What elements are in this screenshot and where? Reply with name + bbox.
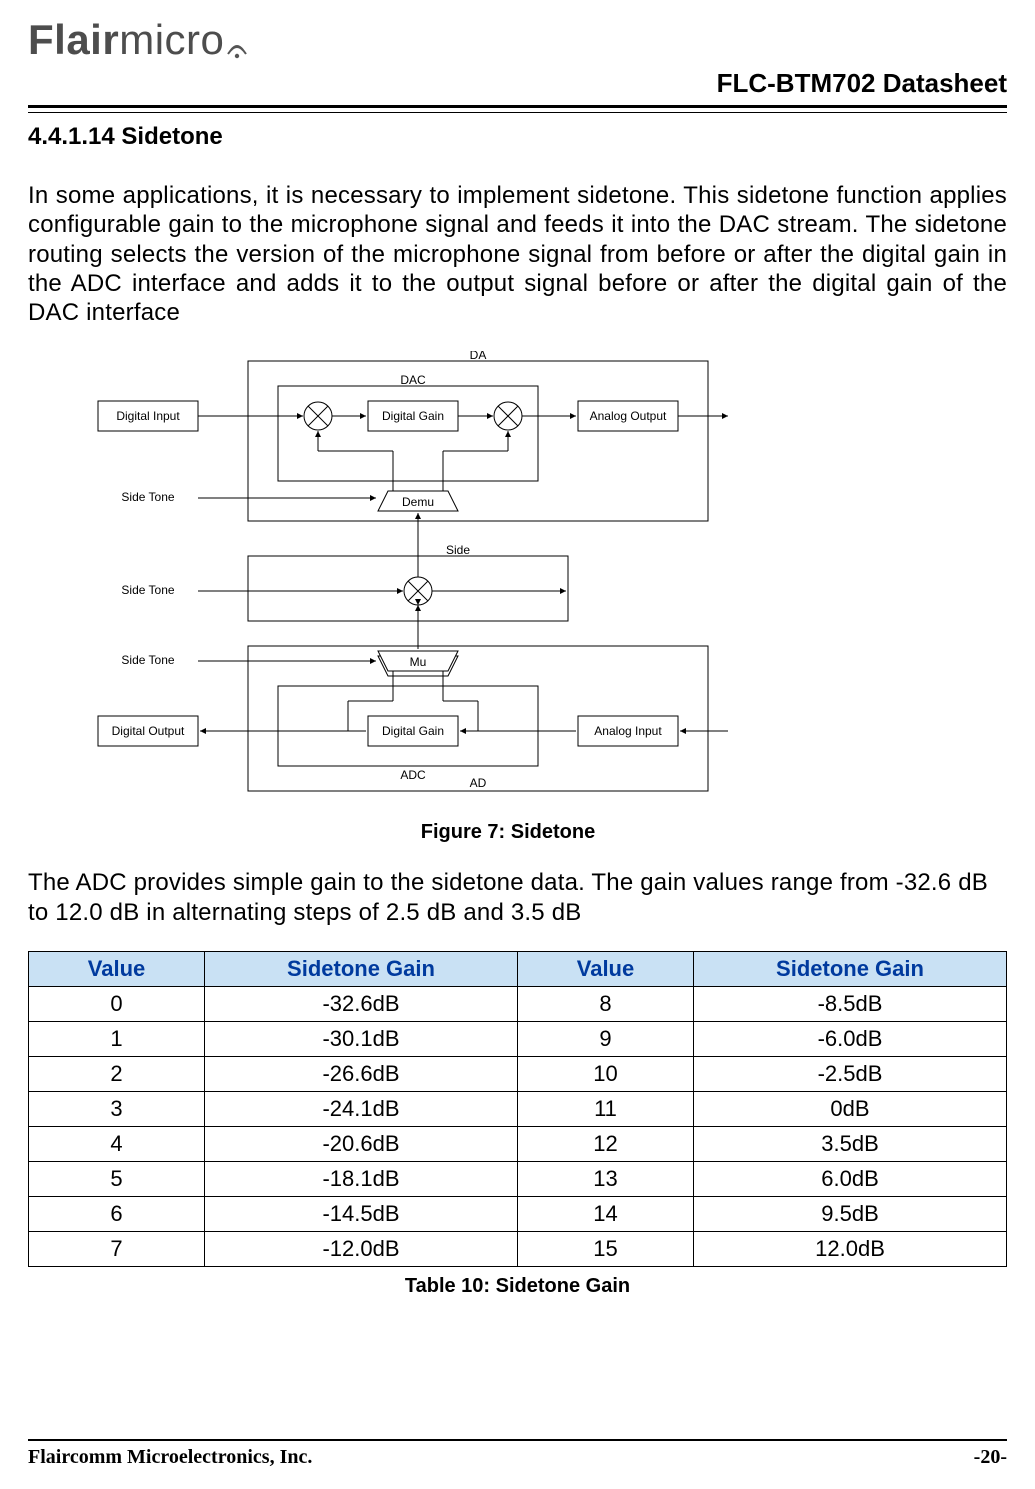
table-cell: -24.1dB bbox=[205, 1091, 518, 1126]
body-paragraph-2: The ADC provides simple gain to the side… bbox=[28, 868, 1007, 927]
svg-text:Analog Input: Analog Input bbox=[594, 724, 662, 738]
table-cell: 9.5dB bbox=[694, 1196, 1007, 1231]
section-title: Sidetone bbox=[121, 123, 222, 150]
table-header-cell: Sidetone Gain bbox=[205, 951, 518, 986]
table-caption: Table 10: Sidetone Gain bbox=[28, 1275, 1007, 1298]
table-cell: 12.0dB bbox=[694, 1231, 1007, 1266]
brand-logo: Flairmicro bbox=[28, 16, 1007, 64]
table-cell: -8.5dB bbox=[694, 986, 1007, 1021]
sidetone-diagram: DA DAC Digital Gain Analog Output Digita… bbox=[28, 351, 1007, 801]
table-cell: 12 bbox=[517, 1126, 693, 1161]
table-cell: -20.6dB bbox=[205, 1126, 518, 1161]
table-row: 5-18.1dB136.0dB bbox=[29, 1161, 1007, 1196]
svg-text:Digital Input: Digital Input bbox=[116, 409, 180, 423]
svg-text:Mu: Mu bbox=[410, 655, 427, 669]
table-cell: 11 bbox=[517, 1091, 693, 1126]
svg-text:AD: AD bbox=[470, 776, 487, 790]
table-cell: 2 bbox=[29, 1056, 205, 1091]
section-number: 4.4.1.14 bbox=[28, 123, 115, 150]
table-cell: 0dB bbox=[694, 1091, 1007, 1126]
table-cell: 1 bbox=[29, 1021, 205, 1056]
table-row: 6-14.5dB149.5dB bbox=[29, 1196, 1007, 1231]
table-row: 2-26.6dB10-2.5dB bbox=[29, 1056, 1007, 1091]
document-title: FLC-BTM702 Datasheet bbox=[717, 68, 1007, 99]
svg-text:Demu: Demu bbox=[402, 495, 434, 509]
table-cell: 13 bbox=[517, 1161, 693, 1196]
svg-text:Side Tone: Side Tone bbox=[121, 490, 174, 504]
table-cell: 15 bbox=[517, 1231, 693, 1266]
table-header-cell: Value bbox=[29, 951, 205, 986]
brand-name-light: micro bbox=[119, 16, 224, 64]
footer-left: Flaircomm Microelectronics, Inc. bbox=[28, 1446, 312, 1469]
footer-rule bbox=[28, 1439, 1007, 1441]
table-cell: -12.0dB bbox=[205, 1231, 518, 1266]
page-footer: Flaircomm Microelectronics, Inc. -20- bbox=[28, 1446, 1007, 1469]
table-cell: -6.0dB bbox=[694, 1021, 1007, 1056]
table-cell: -32.6dB bbox=[205, 986, 518, 1021]
table-header-cell: Value bbox=[517, 951, 693, 986]
table-header-row: Value Sidetone Gain Value Sidetone Gain bbox=[29, 951, 1007, 986]
table-cell: 0 bbox=[29, 986, 205, 1021]
svg-text:DA: DA bbox=[470, 351, 487, 362]
figure-caption: Figure 7: Sidetone bbox=[288, 821, 728, 844]
svg-text:Side Tone: Side Tone bbox=[121, 653, 174, 667]
table-header-cell: Sidetone Gain bbox=[694, 951, 1007, 986]
brand-logo-mark bbox=[224, 22, 250, 64]
table-cell: 6.0dB bbox=[694, 1161, 1007, 1196]
table-cell: 3 bbox=[29, 1091, 205, 1126]
table-row: 3-24.1dB110dB bbox=[29, 1091, 1007, 1126]
table-cell: -14.5dB bbox=[205, 1196, 518, 1231]
svg-text:Side: Side bbox=[446, 543, 470, 557]
svg-text:Analog Output: Analog Output bbox=[590, 409, 667, 423]
svg-text:ADC: ADC bbox=[400, 768, 426, 782]
svg-text:DAC: DAC bbox=[400, 373, 426, 387]
table-cell: 14 bbox=[517, 1196, 693, 1231]
header-rule bbox=[28, 105, 1007, 113]
brand-name-bold: Flair bbox=[28, 16, 119, 64]
table-cell: -26.6dB bbox=[205, 1056, 518, 1091]
footer-right: -20- bbox=[974, 1446, 1007, 1469]
sidetone-gain-table: Value Sidetone Gain Value Sidetone Gain … bbox=[28, 951, 1007, 1267]
table-row: 1-30.1dB9-6.0dB bbox=[29, 1021, 1007, 1056]
table-row: 4-20.6dB123.5dB bbox=[29, 1126, 1007, 1161]
table-row: 7-12.0dB1512.0dB bbox=[29, 1231, 1007, 1266]
svg-text:Digital Gain: Digital Gain bbox=[382, 409, 444, 423]
table-cell: 9 bbox=[517, 1021, 693, 1056]
table-cell: 4 bbox=[29, 1126, 205, 1161]
table-cell: 10 bbox=[517, 1056, 693, 1091]
table-cell: -2.5dB bbox=[694, 1056, 1007, 1091]
svg-text:Digital Output: Digital Output bbox=[112, 724, 185, 738]
table-cell: -30.1dB bbox=[205, 1021, 518, 1056]
sidetone-diagram-svg: DA DAC Digital Gain Analog Output Digita… bbox=[28, 351, 748, 801]
table-cell: 7 bbox=[29, 1231, 205, 1266]
table-cell: 3.5dB bbox=[694, 1126, 1007, 1161]
svg-text:Digital Gain: Digital Gain bbox=[382, 724, 444, 738]
table-row: 0-32.6dB8-8.5dB bbox=[29, 986, 1007, 1021]
table-cell: -18.1dB bbox=[205, 1161, 518, 1196]
table-cell: 5 bbox=[29, 1161, 205, 1196]
table-cell: 6 bbox=[29, 1196, 205, 1231]
svg-text:Side Tone: Side Tone bbox=[121, 583, 174, 597]
body-paragraph-1: In some applications, it is necessary to… bbox=[28, 181, 1007, 327]
section-heading: 4.4.1.14 Sidetone bbox=[28, 123, 1007, 151]
table-cell: 8 bbox=[517, 986, 693, 1021]
